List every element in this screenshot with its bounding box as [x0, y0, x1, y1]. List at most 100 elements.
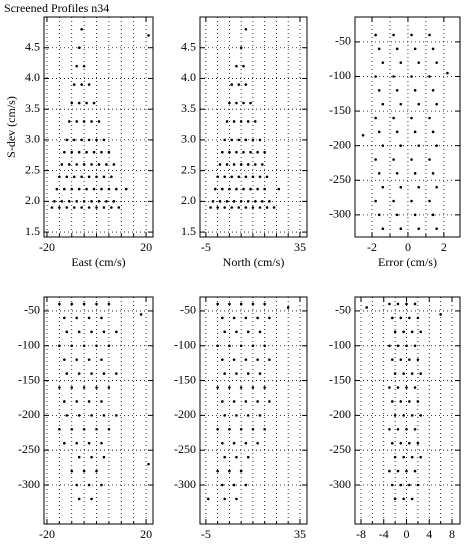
point	[413, 344, 417, 348]
point	[419, 372, 423, 375]
point	[228, 344, 231, 348]
point	[82, 200, 86, 203]
point	[439, 313, 442, 316]
point	[416, 316, 420, 320]
y-tick-label: 4.0	[25, 70, 40, 84]
point	[428, 199, 431, 203]
y-tick-label: -100	[329, 68, 351, 82]
point	[58, 428, 61, 431]
point	[107, 150, 111, 154]
point	[428, 158, 431, 161]
plot-frame	[43, 16, 154, 238]
point	[216, 206, 219, 209]
point	[393, 455, 397, 459]
point	[63, 150, 66, 154]
point	[374, 75, 377, 78]
plot-frame	[354, 296, 461, 525]
point	[82, 386, 86, 389]
point	[381, 61, 385, 64]
point	[268, 200, 271, 203]
point	[381, 144, 385, 147]
point	[72, 83, 76, 86]
point	[228, 302, 231, 306]
point	[82, 163, 86, 166]
point	[256, 316, 259, 320]
point	[244, 206, 248, 209]
point	[374, 33, 377, 37]
point	[392, 199, 395, 203]
point	[60, 163, 64, 166]
point	[82, 64, 86, 68]
point	[402, 414, 405, 417]
point	[75, 316, 78, 320]
point	[80, 175, 83, 179]
point	[216, 175, 219, 179]
point	[228, 150, 231, 154]
y-tick-label: -300	[18, 477, 40, 491]
point	[237, 175, 241, 179]
x-tick-label: -20	[39, 527, 55, 541]
point	[105, 200, 108, 203]
point	[85, 187, 88, 191]
point	[209, 206, 212, 209]
point	[117, 206, 121, 209]
x-axis-label: Error (cm/s)	[378, 255, 437, 269]
y-tick-label: 1.5	[181, 224, 196, 238]
point	[237, 83, 241, 86]
y-tick-label: -150	[329, 103, 351, 117]
point	[249, 187, 252, 191]
y-axis-label: S-dev (cm/s)	[4, 96, 18, 158]
point	[402, 330, 405, 334]
point	[244, 441, 248, 445]
point	[396, 469, 400, 473]
point	[87, 400, 91, 403]
point	[377, 47, 381, 51]
point	[263, 428, 266, 431]
point	[399, 358, 403, 361]
y-tick-label: -100	[174, 337, 196, 351]
point	[235, 150, 238, 154]
point	[139, 313, 143, 316]
point	[70, 344, 74, 348]
x-tick-label: 35	[294, 527, 306, 541]
panel: -50 -100 -150 -200 -250 -300 -5 35 North (cm/s)	[174, 296, 308, 544]
point	[251, 386, 255, 389]
point	[223, 414, 226, 417]
x-tick-label: 20	[140, 527, 152, 541]
point	[393, 497, 397, 501]
point	[75, 163, 78, 166]
point	[244, 316, 248, 320]
point	[65, 206, 69, 209]
y-tick-label: -300	[174, 477, 196, 491]
point	[77, 150, 81, 154]
point	[90, 372, 93, 375]
point	[72, 138, 76, 142]
point	[87, 483, 91, 487]
point	[230, 138, 234, 142]
point	[413, 428, 417, 431]
point	[377, 213, 381, 217]
point	[58, 175, 61, 179]
point	[244, 400, 248, 403]
x-axis-label: Vertical (cm/s)	[372, 542, 443, 544]
point	[417, 185, 421, 189]
y-tick-label: -250	[329, 442, 351, 456]
point	[58, 206, 61, 209]
point	[216, 386, 219, 389]
point	[446, 71, 449, 75]
point	[228, 101, 231, 105]
point	[244, 138, 248, 142]
point	[95, 428, 98, 431]
point	[90, 163, 93, 166]
point	[65, 330, 69, 334]
point	[237, 138, 241, 142]
point	[100, 316, 103, 320]
point	[90, 414, 93, 417]
point	[377, 172, 381, 175]
point	[417, 61, 421, 64]
point	[416, 400, 420, 403]
point	[265, 206, 269, 209]
point	[405, 302, 408, 306]
point	[77, 414, 81, 417]
